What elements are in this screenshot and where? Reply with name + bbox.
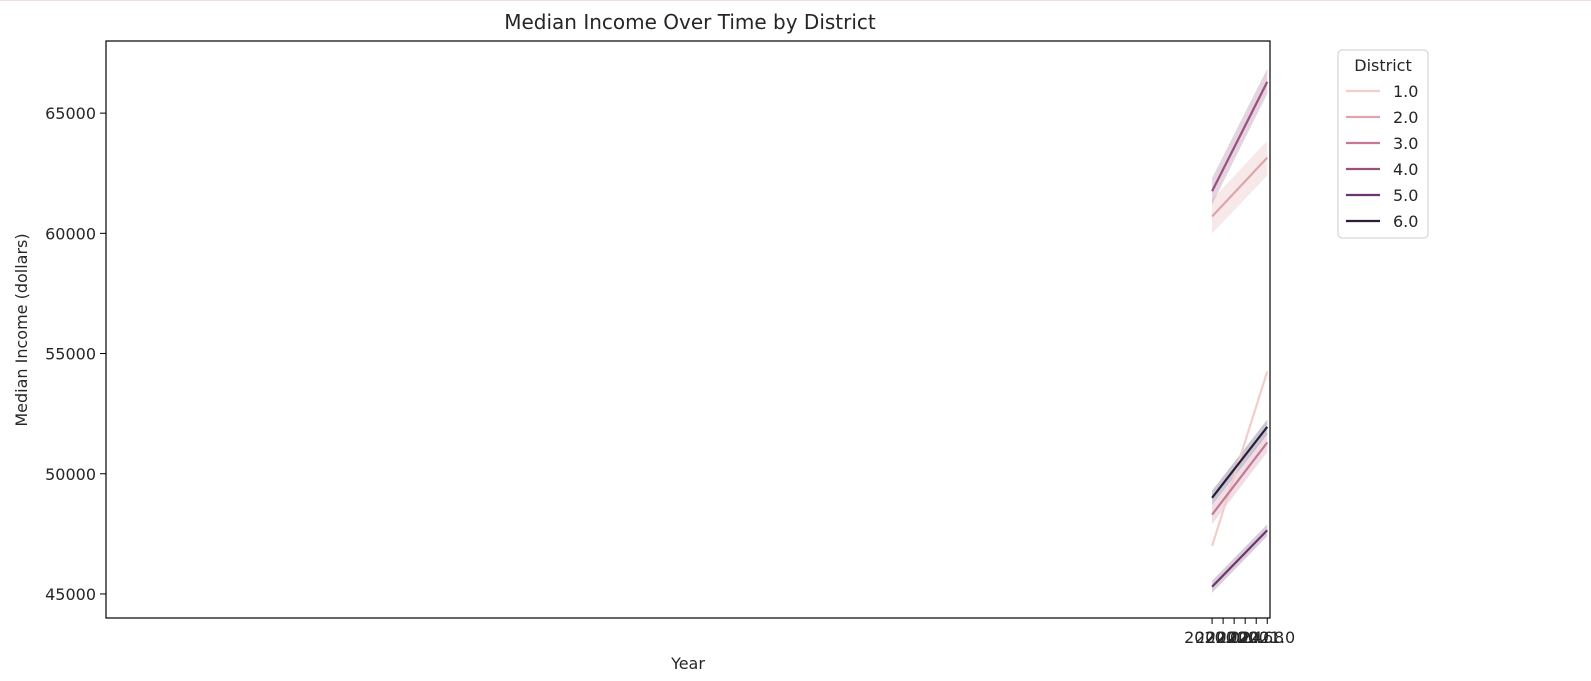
legend: District 1.0 2.0 3.0 4.0 5.0 6.0 xyxy=(1337,49,1429,239)
confidence-bands xyxy=(1212,68,1268,593)
y-tick-label: 50000 xyxy=(45,465,96,484)
top-border-rule xyxy=(0,0,1591,1)
chart-title: Median Income Over Time by District xyxy=(504,10,876,34)
legend-items: 1.0 2.0 3.0 4.0 5.0 6.0 xyxy=(1346,82,1418,231)
legend-label-district-4.0: 4.0 xyxy=(1393,160,1418,179)
x-tick-label: 2020.2 xyxy=(1195,628,1251,647)
series-line-district-2.0 xyxy=(1211,156,1269,218)
series-lines xyxy=(1211,81,1269,588)
x-tick-label: 2021.0 xyxy=(1239,628,1295,647)
legend-title: District xyxy=(1354,56,1411,75)
series-line-district-1.0 xyxy=(1211,371,1269,547)
series-line-district-5.0 xyxy=(1211,529,1269,588)
x-tick-label: 2020.6 xyxy=(1217,628,1273,647)
y-tick-label: 45000 xyxy=(45,585,96,604)
legend-box xyxy=(1337,49,1429,239)
x-tick-label: 2020.8 xyxy=(1228,628,1284,647)
legend-label-district-2.0: 2.0 xyxy=(1393,108,1418,127)
series-line-district-6.0 xyxy=(1211,426,1269,499)
x-tick-label: 2020.0 xyxy=(1184,628,1240,647)
series-line-district-4.0 xyxy=(1211,81,1269,192)
legend-label-district-6.0: 6.0 xyxy=(1393,212,1418,231)
plot-frame xyxy=(105,40,1271,619)
x-axis-label: Year xyxy=(670,654,705,673)
y-tick-label: 55000 xyxy=(45,345,96,364)
y-tick-label: 60000 xyxy=(45,224,96,243)
legend-label-district-3.0: 3.0 xyxy=(1393,134,1418,153)
legend-label-district-5.0: 5.0 xyxy=(1393,186,1418,205)
y-axis-ticks: 45000 50000 55000 60000 65000 xyxy=(45,104,106,604)
y-axis-label: Median Income (dollars) xyxy=(12,233,31,426)
legend-label-district-1.0: 1.0 xyxy=(1393,82,1418,101)
series-line-district-3.0 xyxy=(1211,441,1269,516)
x-tick-label: 2020.4 xyxy=(1206,628,1262,647)
y-tick-label: 65000 xyxy=(45,104,96,123)
